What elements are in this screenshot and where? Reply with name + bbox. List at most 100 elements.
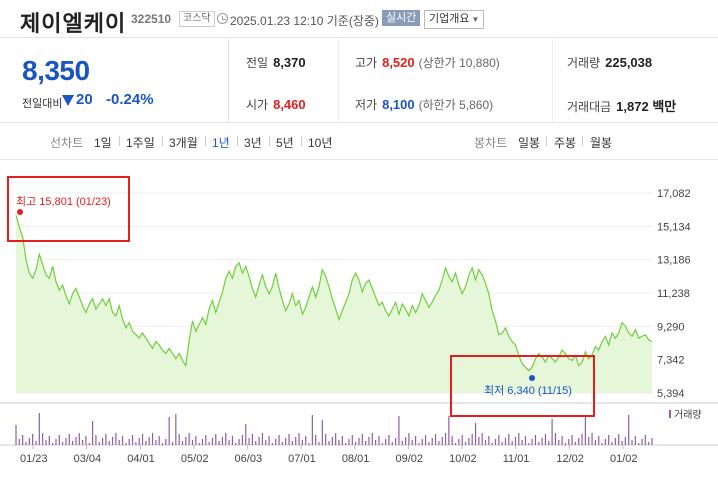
volume-bar (115, 433, 117, 445)
clock-icon (217, 13, 228, 24)
volume-bar (358, 438, 360, 445)
volume-bar (85, 436, 87, 445)
volume-bar (231, 436, 234, 445)
candle-daily[interactable]: 일봉 (518, 136, 541, 150)
volume-bar (571, 435, 573, 445)
price-chart[interactable]: 17,082 15,134 13,186 11,238 9,290 7,342 5,394 거… (0, 160, 718, 487)
high-label: 고가 (355, 56, 378, 70)
low-value: 8,100 (382, 97, 415, 112)
volume-bar (141, 434, 144, 445)
volume-bar (158, 436, 160, 445)
volume-bar (55, 439, 57, 445)
volume-bar (434, 434, 437, 445)
volume-bar (338, 440, 340, 445)
volume-bar (238, 439, 240, 445)
volume-bar (178, 434, 180, 445)
volume-bar (75, 437, 77, 445)
volume-bar (551, 419, 553, 445)
volume-bar (251, 434, 254, 445)
volume-bar (311, 415, 313, 445)
volume-bar (245, 424, 247, 445)
low-price: 저가 8,100 (하한가 5,860) (355, 96, 493, 113)
volume-bar (215, 434, 217, 445)
period-1w[interactable]: 1주일 (126, 136, 155, 150)
volume-bar (521, 440, 523, 445)
volume-bar (315, 435, 317, 445)
company-info-button[interactable]: 기업개요 ▼ (424, 10, 485, 29)
volume-bar (558, 440, 560, 445)
volume-legend-label: 거래량 (674, 409, 702, 421)
volume-bar (478, 437, 480, 445)
volume-bar (381, 443, 383, 445)
chart-toolbar: 선차트 1일 1주일 3개월 1년 3년 5년 10년 봉차트 일봉 주봉 월봉 (0, 124, 718, 160)
period-3m[interactable]: 3개월 (169, 136, 198, 150)
volume-bar (574, 442, 577, 445)
volume-bar (155, 440, 157, 445)
period-1y[interactable]: 1년 (212, 136, 230, 150)
volume-bar (404, 437, 407, 445)
volume-bar (258, 437, 260, 445)
volume-bar (108, 441, 110, 445)
current-price: 8,350 (22, 55, 90, 86)
highlight-box (450, 355, 595, 417)
volume-bar (221, 437, 224, 445)
y-tick-label: 7,342 (657, 355, 685, 367)
prev-close: 전일 8,370 (246, 54, 306, 71)
volume-bar (554, 433, 557, 445)
divider (119, 136, 120, 146)
volume-bar (448, 416, 450, 445)
volume-bar (641, 439, 643, 445)
market-badge: 코스닥 (179, 11, 215, 27)
volume-bar (628, 415, 630, 445)
volume-bar (541, 438, 543, 445)
candle-monthly[interactable]: 월봉 (590, 136, 613, 150)
volume-bar (568, 439, 570, 445)
volume-bar (518, 433, 520, 445)
amount-value: 1,872 백만 (616, 99, 677, 114)
period-5y[interactable]: 5년 (276, 136, 294, 150)
volume-bar (295, 437, 297, 445)
volume-bar (451, 436, 453, 445)
volume-bar (398, 416, 400, 445)
volume-bar (355, 442, 357, 445)
volume-bar (62, 442, 64, 445)
candle-weekly[interactable]: 주봉 (554, 136, 577, 150)
volume-bar (421, 439, 423, 445)
period-10y[interactable]: 10년 (308, 136, 333, 150)
volume-bar (208, 442, 210, 445)
volume-bar (65, 438, 67, 445)
quote-panel: 8,350 전일대비 20 -0.24% 전일 8,370 시가 8,460 고가 8… (0, 39, 718, 123)
volume-bar (325, 434, 327, 445)
volume-bar (375, 440, 377, 445)
price-box: 8,350 전일대비 20 -0.24% (0, 39, 229, 123)
price-change-percent: -0.24% (106, 91, 154, 108)
x-tick-label: 01/02 (610, 453, 638, 465)
volume-bar (474, 423, 477, 445)
volume-bar (171, 442, 174, 445)
period-3y[interactable]: 3년 (244, 136, 262, 150)
volume-bar (464, 442, 467, 445)
volume-bar (534, 435, 537, 445)
volume-bar (351, 435, 353, 445)
volume-bar (361, 434, 363, 445)
candle-chart-label: 봉차트 (474, 136, 508, 150)
volume-bar (348, 439, 350, 445)
volume-bar (428, 442, 430, 445)
volume-bar (498, 435, 500, 445)
x-tick-label: 07/01 (288, 453, 316, 465)
low-annotation: 최저 6,340 (11/15) (484, 384, 572, 397)
realtime-button[interactable]: 실시간 (382, 10, 421, 26)
volume-bar (591, 433, 593, 445)
period-1d[interactable]: 1일 (94, 136, 112, 150)
volume-bar (68, 434, 70, 445)
volume-bar (594, 440, 596, 445)
volume-bar (511, 441, 513, 445)
volume-bar (175, 414, 177, 445)
volume-bar (138, 438, 140, 445)
volume-bar (201, 439, 204, 445)
volume-bar (38, 413, 40, 445)
volume-bar (248, 438, 250, 445)
volume-bar (544, 434, 547, 445)
volume-bar (305, 436, 307, 445)
volume-bar (424, 435, 427, 445)
